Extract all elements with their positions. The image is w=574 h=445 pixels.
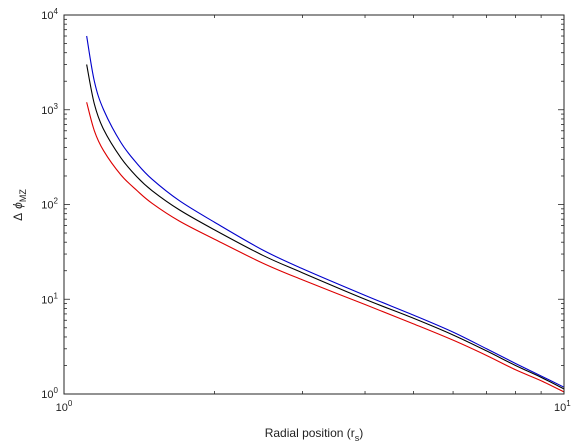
x-axis-label: Radial position (rs) <box>265 426 364 443</box>
y-axis-label: ΔϕMZ <box>11 189 28 221</box>
y-tick-label: 102 <box>41 197 58 212</box>
series-line-1 <box>86 64 565 390</box>
y-tick-label: 104 <box>41 7 58 22</box>
y-tick-label: 101 <box>41 291 58 306</box>
series-line-2 <box>86 102 565 393</box>
x-tick-label: 100 <box>56 399 73 414</box>
tick-layer: 100 101 100 101 102 103 104 <box>41 7 571 414</box>
series-line-0 <box>86 35 565 388</box>
series-layer <box>86 35 565 393</box>
y-tick-label: 100 <box>41 386 58 401</box>
x-tick-label: 101 <box>554 399 571 414</box>
y-tick-label: 103 <box>41 102 58 117</box>
